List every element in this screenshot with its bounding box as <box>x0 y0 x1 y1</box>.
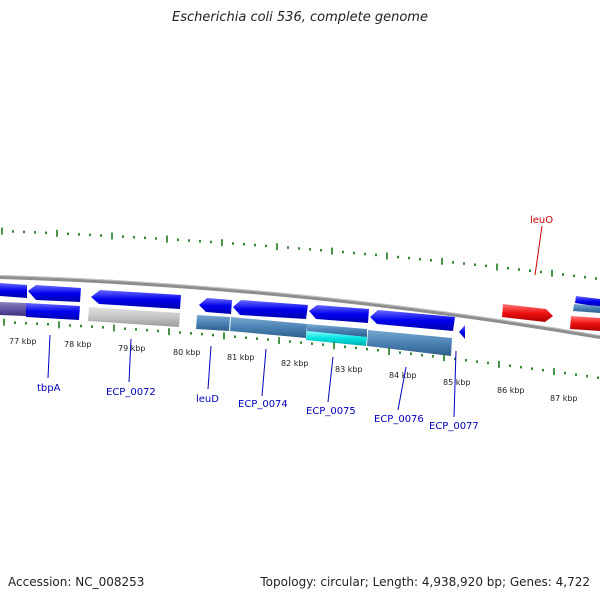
gene-label-ecp0074-text[interactable]: ECP_0074 <box>238 399 288 410</box>
scale-labels: 77 kbp 78 kbp 79 kbp 80 kbp 81 kbp 82 kb… <box>9 337 578 403</box>
gene-leuo-arrow[interactable] <box>502 304 553 322</box>
gene-label-ecp0076-text[interactable]: ECP_0076 <box>374 414 424 425</box>
outer-tick-ring <box>1 227 597 280</box>
gene-label-leud[interactable]: leuD <box>196 345 219 405</box>
scale-label-80: 80 kbp <box>173 348 201 357</box>
scale-label-79: 79 kbp <box>118 344 146 353</box>
gene-ecp0074-arrow[interactable] <box>233 300 308 319</box>
accession-text: Accession: NC_008253 <box>8 575 145 589</box>
gene-ecp0076-arrow[interactable] <box>370 310 455 331</box>
scale-label-84: 84 kbp <box>389 371 417 380</box>
gene-leud-arrow[interactable] <box>199 298 232 314</box>
scale-label-82: 82 kbp <box>281 359 309 368</box>
cds-tbpa[interactable] <box>26 303 80 320</box>
gene-label-ecp0075-text[interactable]: ECP_0075 <box>306 406 356 417</box>
cds-ecp0076[interactable] <box>367 330 452 356</box>
gene-label-ecp0077[interactable]: ECP_0077 <box>429 350 479 432</box>
cds-left-edge[interactable] <box>0 302 26 316</box>
backbone-highlight <box>0 275 600 336</box>
gene-ecp0075-arrow[interactable] <box>309 305 369 323</box>
gene-label-leuo[interactable]: leuO <box>530 215 553 276</box>
cds-leuo-forward[interactable] <box>570 316 600 331</box>
cds-ecp0075-base <box>307 324 367 337</box>
gene-label-ecp0072[interactable]: ECP_0072 <box>106 338 156 398</box>
gene-label-leuo-text[interactable]: leuO <box>530 215 553 226</box>
gene-forward-right-arrow[interactable] <box>575 296 600 307</box>
inner-tick-ring <box>3 318 599 379</box>
genome-summary-text: Topology: circular; Length: 4,938,920 bp… <box>260 575 590 589</box>
gene-label-ecp0076[interactable]: ECP_0076 <box>374 366 424 425</box>
gene-label-ecp0074[interactable]: ECP_0074 <box>238 348 288 410</box>
gene-label-ecp0075[interactable]: ECP_0075 <box>306 356 356 417</box>
cds-ecp0075[interactable] <box>306 331 367 346</box>
gene-ecp0077-arrow[interactable] <box>459 325 465 339</box>
cds-ecp0074[interactable] <box>230 317 307 338</box>
gene-tbpa-arrow[interactable] <box>28 285 81 302</box>
scale-label-87: 87 kbp <box>550 394 578 403</box>
cds-leud[interactable] <box>196 315 230 331</box>
scale-label-77: 77 kbp <box>9 337 37 346</box>
scale-label-85: 85 kbp <box>443 378 471 387</box>
gene-label-tbpa[interactable]: tbpA <box>37 334 61 394</box>
cds-forward-right[interactable] <box>573 304 600 313</box>
cds-ecp0072-pseudo[interactable] <box>88 307 180 327</box>
gene-left-edge-arrow[interactable] <box>0 283 27 298</box>
gene-label-ecp0072-text[interactable]: ECP_0072 <box>106 387 156 398</box>
gene-label-tbpa-text[interactable]: tbpA <box>37 383 61 394</box>
scale-label-81: 81 kbp <box>227 353 255 362</box>
backbone-track <box>0 275 600 339</box>
genome-title: Escherichia coli 536, complete genome <box>172 10 428 25</box>
gene-label-ecp0077-text[interactable]: ECP_0077 <box>429 421 479 432</box>
scale-label-78: 78 kbp <box>64 340 92 349</box>
gene-label-leud-text[interactable]: leuD <box>196 394 219 405</box>
scale-label-83: 83 kbp <box>335 365 363 374</box>
gene-ecp0072-arrow[interactable] <box>91 290 181 309</box>
scale-label-86: 86 kbp <box>497 386 525 395</box>
